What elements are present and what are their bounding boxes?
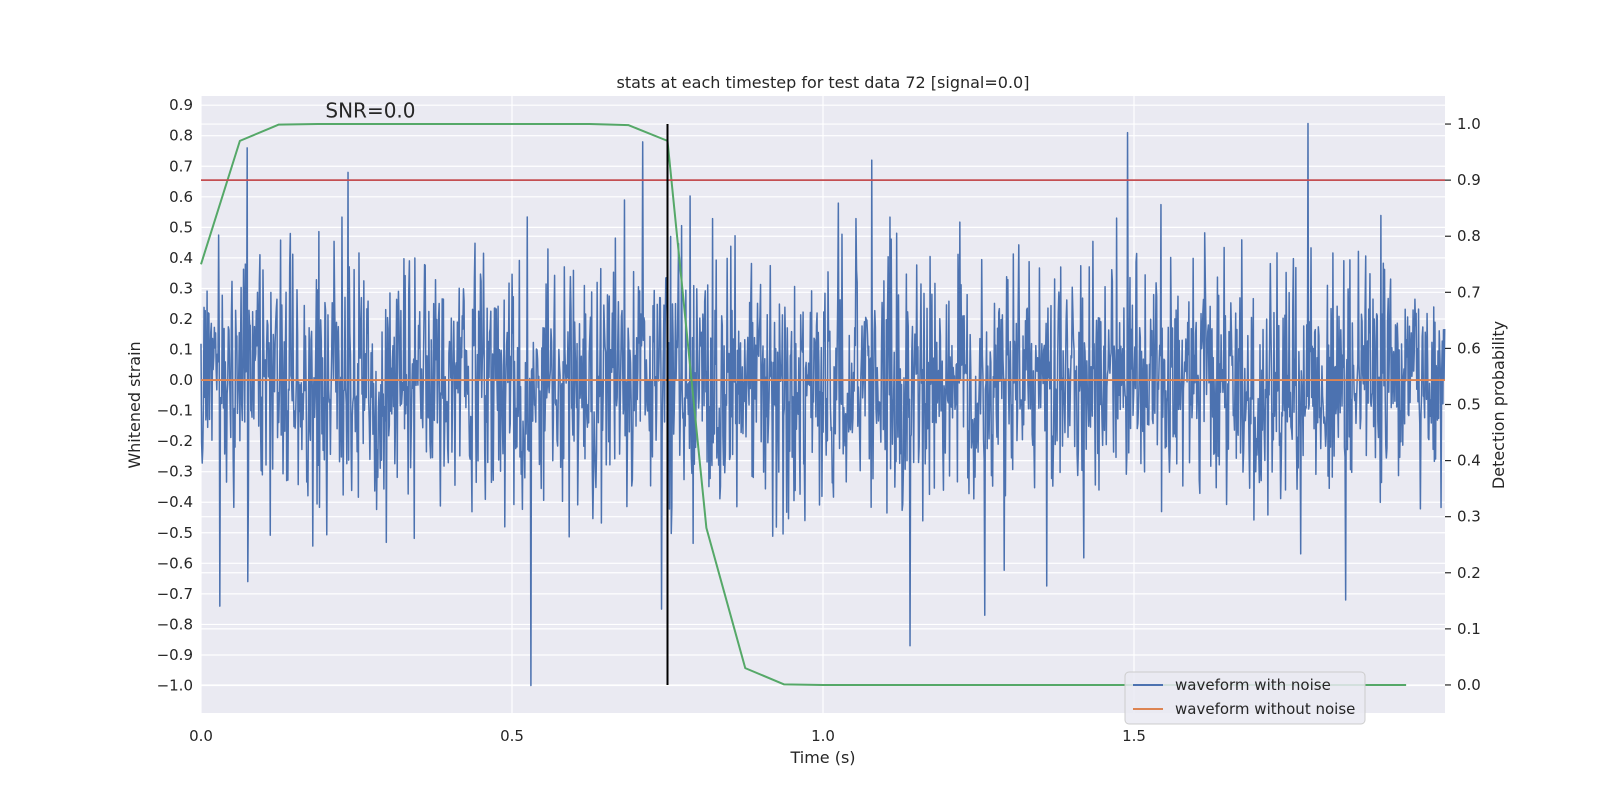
y-tick-label: 0.2 — [169, 310, 193, 328]
y-tick-label: −0.4 — [157, 493, 193, 511]
y-tick-label: 0.6 — [169, 188, 193, 206]
y2-tick-label: 1.0 — [1457, 115, 1481, 133]
x-axis-ticks: 0.0 0.5 1.0 1.5 — [189, 727, 1146, 745]
y2-tick-label: 0.5 — [1457, 396, 1481, 414]
legend: waveform with noise waveform without noi… — [1124, 671, 1366, 725]
y-tick-label: 0.1 — [169, 341, 193, 359]
legend-frame — [1124, 671, 1366, 725]
y-tick-label: 0.9 — [169, 96, 193, 114]
y-tick-label: −0.9 — [157, 646, 193, 664]
y2-tick-label: 0.7 — [1457, 283, 1481, 301]
y2-tick-label: 0.9 — [1457, 171, 1481, 189]
y2-tick-label: 0.3 — [1457, 508, 1481, 526]
x-tick-label: 1.0 — [811, 727, 835, 745]
y-tick-label: 0.8 — [169, 127, 193, 145]
x-tick-label: 0.5 — [500, 727, 524, 745]
y2-axis-ticks: 1.0 0.9 0.8 0.7 0.6 0.5 0.4 0.3 0.2 0.1 0.0 — [1445, 115, 1481, 694]
y2-tick-label: 0.8 — [1457, 227, 1481, 245]
y-tick-label: −0.1 — [157, 402, 193, 420]
x-axis-label: Time (s) — [789, 748, 855, 767]
y-axis-label: Whitened strain — [125, 341, 144, 468]
y-tick-label: 0.7 — [169, 157, 193, 175]
y2-tick-label: 0.6 — [1457, 339, 1481, 357]
y-tick-label: 0.5 — [169, 218, 193, 236]
x-tick-label: 1.5 — [1122, 727, 1146, 745]
chart-title: stats at each timestep for test data 72 … — [617, 73, 1030, 92]
y2-tick-label: 0.2 — [1457, 564, 1481, 582]
legend-label-noise: waveform with noise — [1175, 676, 1331, 694]
y-tick-label: −0.8 — [157, 615, 193, 633]
y-tick-label: −0.5 — [157, 524, 193, 542]
snr-annotation: SNR=0.0 — [325, 98, 415, 122]
noise-waveform-line — [200, 122, 1446, 687]
noise-waveform-series — [200, 122, 1446, 687]
y-tick-label: −0.7 — [157, 585, 193, 603]
y-axis-ticks: 0.9 0.8 0.7 0.6 0.5 0.4 0.3 0.2 0.1 0.0 −0.1 −0.2 −0… — [157, 96, 193, 694]
y2-axis-label: Detection probability — [1489, 321, 1508, 489]
x-tick-label: 0.0 — [189, 727, 213, 745]
y2-tick-label: 0.4 — [1457, 452, 1481, 470]
y2-tick-label: 0.0 — [1457, 676, 1481, 694]
y-tick-label: −0.2 — [157, 432, 193, 450]
y-tick-label: −1.0 — [157, 677, 193, 695]
y-tick-label: 0.4 — [169, 249, 193, 267]
y2-tick-label: 0.1 — [1457, 620, 1481, 638]
y-tick-label: 0.0 — [169, 371, 193, 389]
y-tick-label: 0.3 — [169, 279, 193, 297]
legend-label-clean: waveform without noise — [1175, 700, 1355, 718]
y-tick-label: −0.3 — [157, 463, 193, 481]
y-tick-label: −0.6 — [157, 554, 193, 572]
